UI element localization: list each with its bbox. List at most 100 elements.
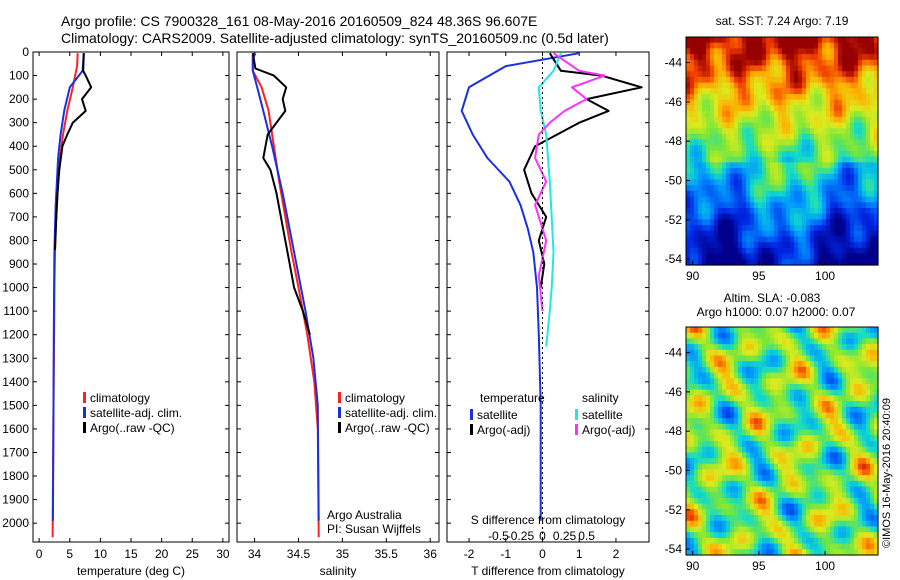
- sal-legend-label: satellite-adj. clim.: [345, 406, 437, 420]
- diff-legend-label: satellite: [477, 408, 518, 422]
- series-line-sal-2: [251, 53, 311, 335]
- x-tick-label: 0: [36, 547, 43, 561]
- x-tick-label: 35: [336, 547, 350, 561]
- sal-legend-label: climatology: [345, 391, 405, 405]
- sst-map-image-frame: [685, 36, 879, 266]
- map-y-tick-label: -44: [665, 56, 683, 70]
- plot-frame-diff: [446, 51, 650, 543]
- s-tick-label: 0.5: [578, 529, 595, 543]
- x-tick-label: 35.5: [375, 547, 399, 561]
- y-tick-label: 1500: [2, 398, 29, 412]
- map-y-tick-label: -54: [665, 252, 683, 266]
- map-x-tick-label: 95: [752, 559, 766, 573]
- x-tick-label: 20: [155, 547, 169, 561]
- map-x-tick-label: 90: [686, 269, 700, 283]
- x-axis-label: salinity: [320, 564, 357, 578]
- y-tick-label: 1100: [3, 304, 29, 318]
- y-tick-label: 1900: [2, 493, 29, 507]
- series-line-temp-0: [51, 53, 79, 538]
- map-y-tick-label: -46: [665, 385, 683, 399]
- y-tick-label: 0: [22, 45, 29, 59]
- y-tick-label: 1000: [2, 281, 29, 295]
- series-line-diff-0: [460, 52, 580, 521]
- x-tick-label: 34: [248, 547, 262, 561]
- y-tick-label: 100: [9, 69, 29, 83]
- y-tick-label: 1400: [2, 375, 29, 389]
- x-tick-label: -2: [464, 547, 475, 561]
- annotation-line1: Argo Australia: [327, 508, 402, 522]
- map-x-tick-label: 100: [815, 269, 835, 283]
- map-y-tick-label: -48: [665, 424, 683, 438]
- sal-legend-swatch: [338, 392, 341, 403]
- imos-side-label: ©IMOS 16-May-2016 20:40:09: [881, 398, 893, 548]
- series-line-temp-1: [51, 53, 85, 521]
- map-y-tick-label: -44: [665, 346, 683, 360]
- diff-legend-swatch: [470, 424, 473, 435]
- diff-legend-swatch: [575, 409, 578, 420]
- x-tick-label: 34.5: [287, 547, 311, 561]
- series-line-diff-2: [537, 52, 562, 347]
- s-axis-label: S difference from climatology: [471, 513, 626, 527]
- sal-legend-swatch: [338, 422, 341, 433]
- y-tick-label: 800: [9, 233, 29, 247]
- x-tick-label: -1: [500, 547, 511, 561]
- x-tick-label: 10: [94, 547, 108, 561]
- series-line-sal-0: [251, 53, 320, 538]
- x-tick-label: 1: [576, 547, 583, 561]
- series-line-diff-3: [534, 52, 606, 312]
- figure-title-line1: Argo profile: CS 7900328_161 08-May-2016…: [61, 13, 538, 29]
- s-tick-label: -0.5: [488, 529, 509, 543]
- temp-legend-swatch: [83, 392, 86, 403]
- map-y-tick-label: -52: [665, 503, 683, 517]
- figure-title-line2: Climatology: CARS2009. Satellite-adjuste…: [61, 30, 609, 46]
- sla-map-image: [686, 327, 879, 556]
- s-tick-label: -0.25: [507, 529, 535, 543]
- y-tick-label: 700: [9, 210, 29, 224]
- sla-map-title-line1: Altim. SLA: -0.083: [724, 291, 821, 305]
- x-tick-label: 2: [613, 547, 620, 561]
- map-y-tick-label: -48: [665, 134, 683, 148]
- sst-map-title: sat. SST: 7.24 Argo: 7.19: [716, 14, 849, 28]
- x-tick-label: 30: [216, 547, 230, 561]
- map-y-tick-label: -46: [665, 95, 683, 109]
- y-tick-label: 1600: [2, 422, 29, 436]
- y-tick-label: 600: [9, 186, 29, 200]
- temp-legend-swatch: [83, 422, 86, 433]
- sal-legend-swatch: [338, 407, 341, 418]
- plot-frame-sal: [236, 51, 440, 543]
- map-x-tick-label: 100: [815, 559, 835, 573]
- y-tick-label: 1700: [2, 445, 29, 459]
- y-tick-label: 900: [9, 257, 29, 271]
- series-line-temp-2: [54, 53, 93, 250]
- map-y-tick-label: -50: [665, 173, 683, 187]
- y-tick-label: 1800: [2, 469, 29, 483]
- sla-map-image-frame: [685, 326, 879, 556]
- x-tick-label: 0: [539, 547, 546, 561]
- x-tick-label: 5: [66, 547, 73, 561]
- map-y-tick-label: -54: [665, 542, 683, 556]
- y-tick-label: 300: [9, 116, 29, 130]
- y-tick-label: 2000: [2, 516, 29, 530]
- map-x-tick-label: 90: [686, 559, 700, 573]
- x-tick-label: 15: [124, 547, 138, 561]
- temp-legend-label: climatology: [90, 391, 150, 405]
- diff-legend-swatch: [470, 409, 473, 420]
- s-tick-label: 0: [539, 529, 546, 543]
- map-x-tick-label: 95: [752, 269, 766, 283]
- series-line-sal-1: [251, 52, 320, 521]
- temp-legend-label: Argo(..raw -QC): [90, 421, 175, 435]
- temp-legend-swatch: [83, 407, 86, 418]
- sal-legend-label: Argo(..raw -QC): [345, 421, 430, 435]
- s-tick-label: 0.25: [553, 529, 577, 543]
- diff-legend-group-sal: salinity: [582, 391, 619, 405]
- diff-legend-label: Argo(-adj): [582, 423, 635, 437]
- y-tick-label: 1200: [2, 328, 29, 342]
- diff-legend-group-temp: temperature: [480, 391, 545, 405]
- x-axis-label: temperature (deg C): [77, 564, 185, 578]
- y-tick-label: 200: [9, 92, 29, 106]
- sst-map-image: [686, 37, 879, 266]
- diff-legend-label: satellite: [582, 408, 623, 422]
- x-tick-label: 36: [424, 547, 438, 561]
- map-y-tick-label: -50: [665, 463, 683, 477]
